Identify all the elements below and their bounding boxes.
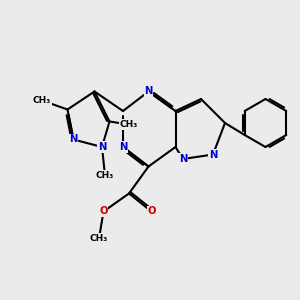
Text: N: N: [119, 142, 127, 152]
Text: O: O: [99, 206, 108, 217]
Text: N: N: [209, 149, 217, 160]
Text: N: N: [98, 142, 106, 152]
Text: CH₃: CH₃: [120, 120, 138, 129]
Text: CH₃: CH₃: [33, 96, 51, 105]
Text: N: N: [144, 86, 153, 97]
Text: N: N: [179, 154, 187, 164]
Text: N: N: [69, 134, 78, 145]
Text: O: O: [147, 206, 156, 217]
Text: CH₃: CH₃: [96, 171, 114, 180]
Text: CH₃: CH₃: [90, 234, 108, 243]
